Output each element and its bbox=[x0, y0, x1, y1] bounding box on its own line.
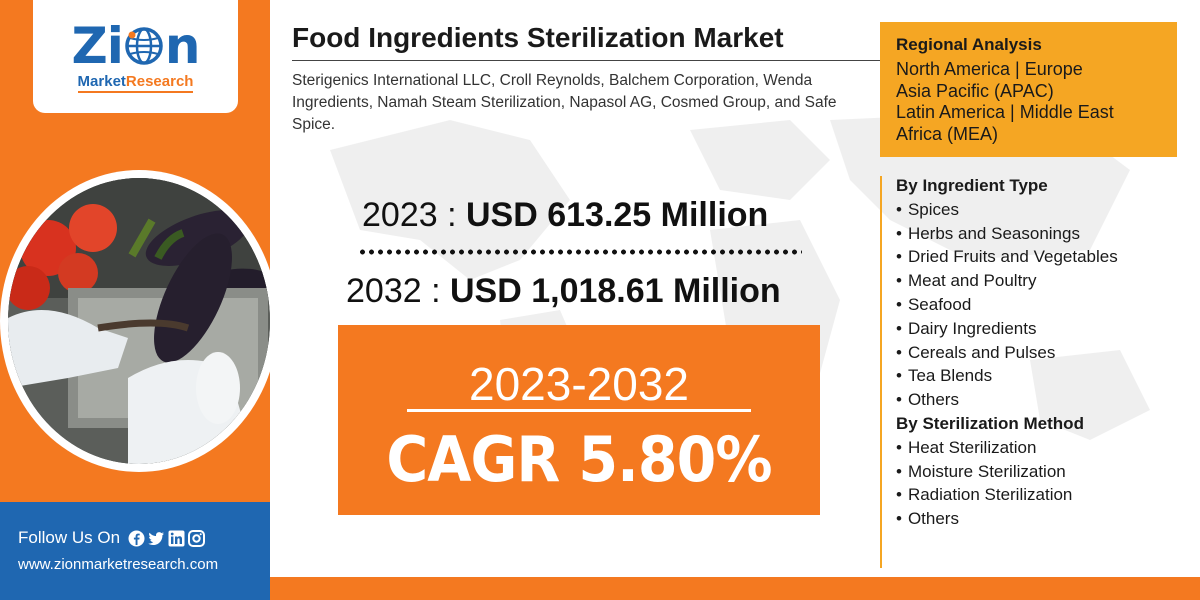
value-2032-amount: USD 1,018.61 Million bbox=[449, 272, 781, 310]
page-title: Food Ingredients Sterilization Market bbox=[292, 22, 784, 53]
region-line: North America | Europe bbox=[896, 59, 1083, 79]
method-item: Heat Sterilization bbox=[896, 436, 1118, 460]
regional-analysis-panel: Regional Analysis North America | Europe… bbox=[880, 22, 1177, 157]
segments-divider bbox=[880, 176, 882, 568]
ingredient-type-heading: By Ingredient Type bbox=[896, 176, 1048, 195]
bottom-accent-strip bbox=[270, 577, 1200, 600]
website-link[interactable]: www.zionmarketresearch.com bbox=[18, 556, 219, 573]
key-players-text: Sterigenics International LLC, Croll Rey… bbox=[292, 72, 837, 133]
linkedin-icon[interactable] bbox=[168, 530, 185, 547]
ingredient-item: Others bbox=[896, 388, 1118, 412]
instagram-icon[interactable] bbox=[188, 529, 206, 547]
value-2023-label: 2023 : bbox=[362, 196, 466, 234]
regional-analysis-title: Regional Analysis bbox=[896, 35, 1042, 54]
logo-sub-accent: Research bbox=[125, 72, 194, 90]
ingredient-item: Dairy Ingredients bbox=[896, 317, 1118, 341]
facebook-icon[interactable] bbox=[128, 530, 145, 547]
twitter-icon[interactable] bbox=[148, 530, 165, 547]
cagr-panel: 2023-2032 CAGR 5.80% bbox=[338, 325, 820, 515]
social-follow: Follow Us On bbox=[18, 528, 206, 548]
logo-subtitle: MarketResearch bbox=[77, 72, 194, 93]
brand-logo[interactable]: Zi n MarketResearch bbox=[33, 0, 238, 113]
food-preparation-photo bbox=[8, 178, 270, 464]
cagr-value: CAGR 5.80% bbox=[386, 423, 772, 496]
ingredient-item: Dried Fruits and Vegetables bbox=[896, 245, 1118, 269]
title-divider bbox=[292, 60, 880, 61]
logo-wordmark: Zi n bbox=[71, 16, 201, 75]
ingredient-item: Meat and Poultry bbox=[896, 269, 1118, 293]
social-icons bbox=[128, 529, 206, 547]
market-value-2032: 2032 : USD 1,018.61 Million bbox=[346, 272, 781, 311]
region-line: Africa (MEA) bbox=[896, 123, 999, 144]
segments-list: By Ingredient Type Spices Herbs and Seas… bbox=[896, 174, 1118, 531]
cagr-divider bbox=[407, 409, 751, 412]
method-item: Radiation Sterilization bbox=[896, 483, 1118, 507]
follow-label: Follow Us On bbox=[18, 528, 121, 547]
market-value-2023: 2023 : USD 613.25 Million bbox=[362, 196, 768, 235]
ingredient-item: Seafood bbox=[896, 293, 1118, 317]
logo-sub-main: Market bbox=[77, 72, 126, 90]
method-item: Others bbox=[896, 507, 1118, 531]
sterilization-method-heading: By Sterilization Method bbox=[896, 413, 1084, 433]
ingredient-item: Spices bbox=[896, 198, 1118, 222]
globe-icon bbox=[125, 26, 163, 65]
ingredient-item: Tea Blends bbox=[896, 364, 1118, 388]
dotted-divider bbox=[358, 248, 802, 256]
logo-text-right: n bbox=[164, 16, 201, 75]
logo-text-left: Zi bbox=[71, 16, 123, 75]
footer-band bbox=[0, 502, 270, 600]
value-2032-label: 2032 : bbox=[346, 272, 450, 310]
region-line: Latin America | Middle East bbox=[896, 102, 1114, 122]
ingredient-item: Cereals and Pulses bbox=[896, 341, 1118, 365]
value-2023-amount: USD 613.25 Million bbox=[465, 196, 769, 234]
ingredient-item: Herbs and Seasonings bbox=[896, 222, 1118, 246]
region-line: Asia Pacific (APAC) bbox=[896, 80, 1054, 101]
cagr-period: 2023-2032 bbox=[469, 358, 689, 410]
method-item: Moisture Sterilization bbox=[896, 460, 1118, 484]
